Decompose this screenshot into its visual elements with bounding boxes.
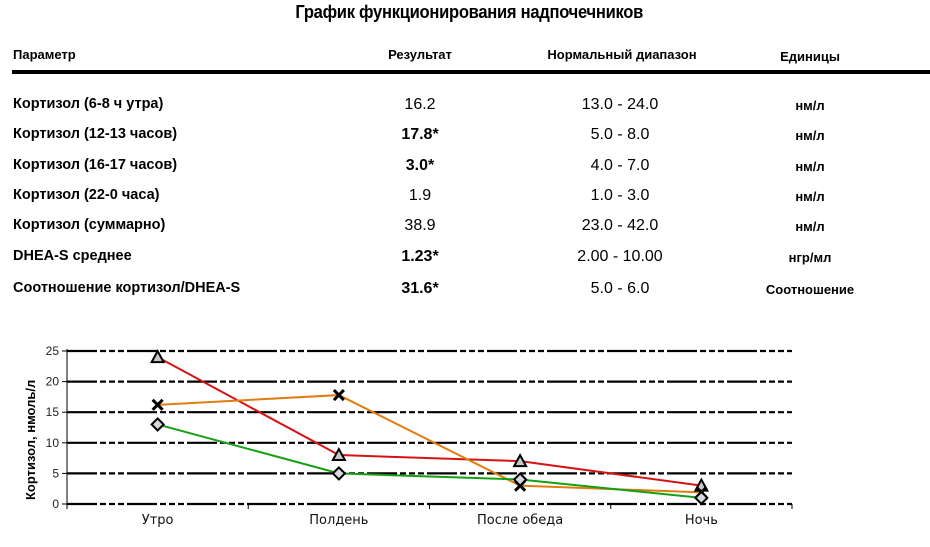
header-units: Единицы xyxy=(780,49,840,64)
x-tick-label: После обеда xyxy=(477,513,563,528)
result-value: 1.23* xyxy=(401,248,439,265)
y-tick-label: 0 xyxy=(52,497,59,511)
units: нм/л xyxy=(795,98,825,113)
normal-range: 1.0 - 3.0 xyxy=(590,187,650,204)
parameter-name: Кортизол (16-17 часов) xyxy=(13,157,178,173)
diamond-marker xyxy=(512,472,528,487)
y-tick-label: 5 xyxy=(52,466,59,480)
header-result: Результат xyxy=(388,47,452,62)
normal-range: 23.0 - 42.0 xyxy=(581,217,659,234)
x-tick-label: Полдень xyxy=(309,513,368,528)
table-row: Кортизол (суммарно) 38.9 23.0 - 42.0 нм/л xyxy=(0,217,930,241)
parameter-name: Соотношение кортизол/DHEA-S xyxy=(13,280,241,296)
normal-range: 5.0 - 8.0 xyxy=(590,126,650,143)
result-value: 38.9 xyxy=(404,217,436,234)
header-range: Нормальный диапазон xyxy=(547,47,697,62)
series-line xyxy=(157,356,702,487)
units: нгр/мл xyxy=(788,250,832,265)
parameter-name: Кортизол (6-8 ч утра) xyxy=(13,96,164,112)
table-row: Кортизол (22-0 часа) 1.9 1.0 - 3.0 нм/л xyxy=(0,187,930,211)
diamond-marker xyxy=(693,490,709,506)
x-tick-label: Ночь xyxy=(685,513,718,528)
header-divider xyxy=(12,70,930,74)
result-value: 16.2 xyxy=(404,96,436,113)
x-tick-label: Утро xyxy=(142,513,174,528)
y-tick-label: 10 xyxy=(46,436,60,450)
cortisol-chart: 0 5 10 15 20 25 Утро Полдень После обеда Ночь xyxy=(46,344,793,528)
parameter-name: DHEA-S среднее xyxy=(13,248,132,264)
y-tick-label: 15 xyxy=(46,405,60,419)
x-marker xyxy=(151,398,164,411)
x-marker xyxy=(332,389,345,402)
result-value: 3.0* xyxy=(405,157,435,174)
y-tick-label: 20 xyxy=(46,375,60,389)
units: нм/л xyxy=(795,189,825,204)
normal-range: 5.0 - 6.0 xyxy=(590,280,650,297)
table-row: Кортизол (16-17 часов) 3.0* 4.0 - 7.0 нм/л xyxy=(0,157,930,181)
normal-range: 4.0 - 7.0 xyxy=(590,157,650,174)
series-line xyxy=(157,423,702,499)
result-value: 1.9 xyxy=(408,187,432,204)
table-row: DHEA-S среднее 1.23* 2.00 - 10.00 нгр/мл xyxy=(0,248,930,272)
table-row: Кортизол (12-13 часов) 17.8* 5.0 - 8.0 нм/л xyxy=(0,126,930,150)
result-value: 31.6* xyxy=(401,280,439,297)
y-tick-label: 25 xyxy=(46,344,60,358)
parameter-name: Кортизол (22-0 часа) xyxy=(13,187,160,203)
triangle-marker xyxy=(331,446,347,462)
diamond-marker xyxy=(331,465,347,481)
table-row: Соотношение кортизол/DHEA-S 31.6* 5.0 - 6.… xyxy=(0,280,930,304)
units: Соотношение xyxy=(765,282,855,297)
page-title: График функционирования надпочечников xyxy=(295,2,644,22)
table-row: Кортизол (6-8 ч утра) 16.2 13.0 - 24.0 нм/л xyxy=(0,96,930,120)
units: нм/л xyxy=(795,219,825,234)
normal-range: 13.0 - 24.0 xyxy=(581,96,659,113)
units: нм/л xyxy=(795,128,825,143)
result-value: 17.8* xyxy=(401,126,439,143)
units: нм/л xyxy=(795,159,825,174)
triangle-marker xyxy=(149,349,166,364)
parameter-name: Кортизол (12-13 часов) xyxy=(13,126,178,142)
diamond-marker xyxy=(150,417,166,432)
parameter-name: Кортизол (суммарно) xyxy=(13,217,166,233)
normal-range: 2.00 - 10.00 xyxy=(577,248,663,265)
header-parameter: Параметр xyxy=(13,47,76,62)
triangle-marker xyxy=(512,453,528,468)
